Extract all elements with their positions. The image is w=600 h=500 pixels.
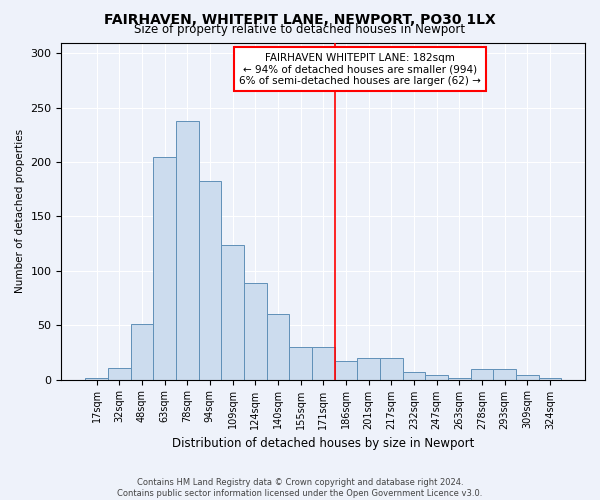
Bar [335,361,357,380]
Text: FAIRHAVEN WHITEPIT LANE: 182sqm
← 94% of detached houses are smaller (994)
6% of: FAIRHAVEN WHITEPIT LANE: 182sqm ← 94% of… [239,52,481,86]
Bar [85,378,108,380]
Y-axis label: Number of detached properties: Number of detached properties [15,129,25,293]
Bar [493,368,516,380]
Bar [448,378,470,380]
X-axis label: Distribution of detached houses by size in Newport: Distribution of detached houses by size … [172,437,475,450]
Bar [357,358,380,380]
Text: Contains HM Land Registry data © Crown copyright and database right 2024.
Contai: Contains HM Land Registry data © Crown c… [118,478,482,498]
Bar [199,180,221,380]
Bar [470,368,493,380]
Bar [425,375,448,380]
Bar [289,347,312,380]
Bar [312,347,335,380]
Text: FAIRHAVEN, WHITEPIT LANE, NEWPORT, PO30 1LX: FAIRHAVEN, WHITEPIT LANE, NEWPORT, PO30 … [104,12,496,26]
Bar [516,375,539,380]
Text: Size of property relative to detached houses in Newport: Size of property relative to detached ho… [134,22,466,36]
Bar [108,368,131,380]
Bar [266,314,289,380]
Bar [380,358,403,380]
Bar [176,121,199,380]
Bar [221,244,244,380]
Bar [539,378,561,380]
Bar [244,283,266,380]
Bar [153,156,176,380]
Bar [403,372,425,380]
Bar [131,324,153,380]
